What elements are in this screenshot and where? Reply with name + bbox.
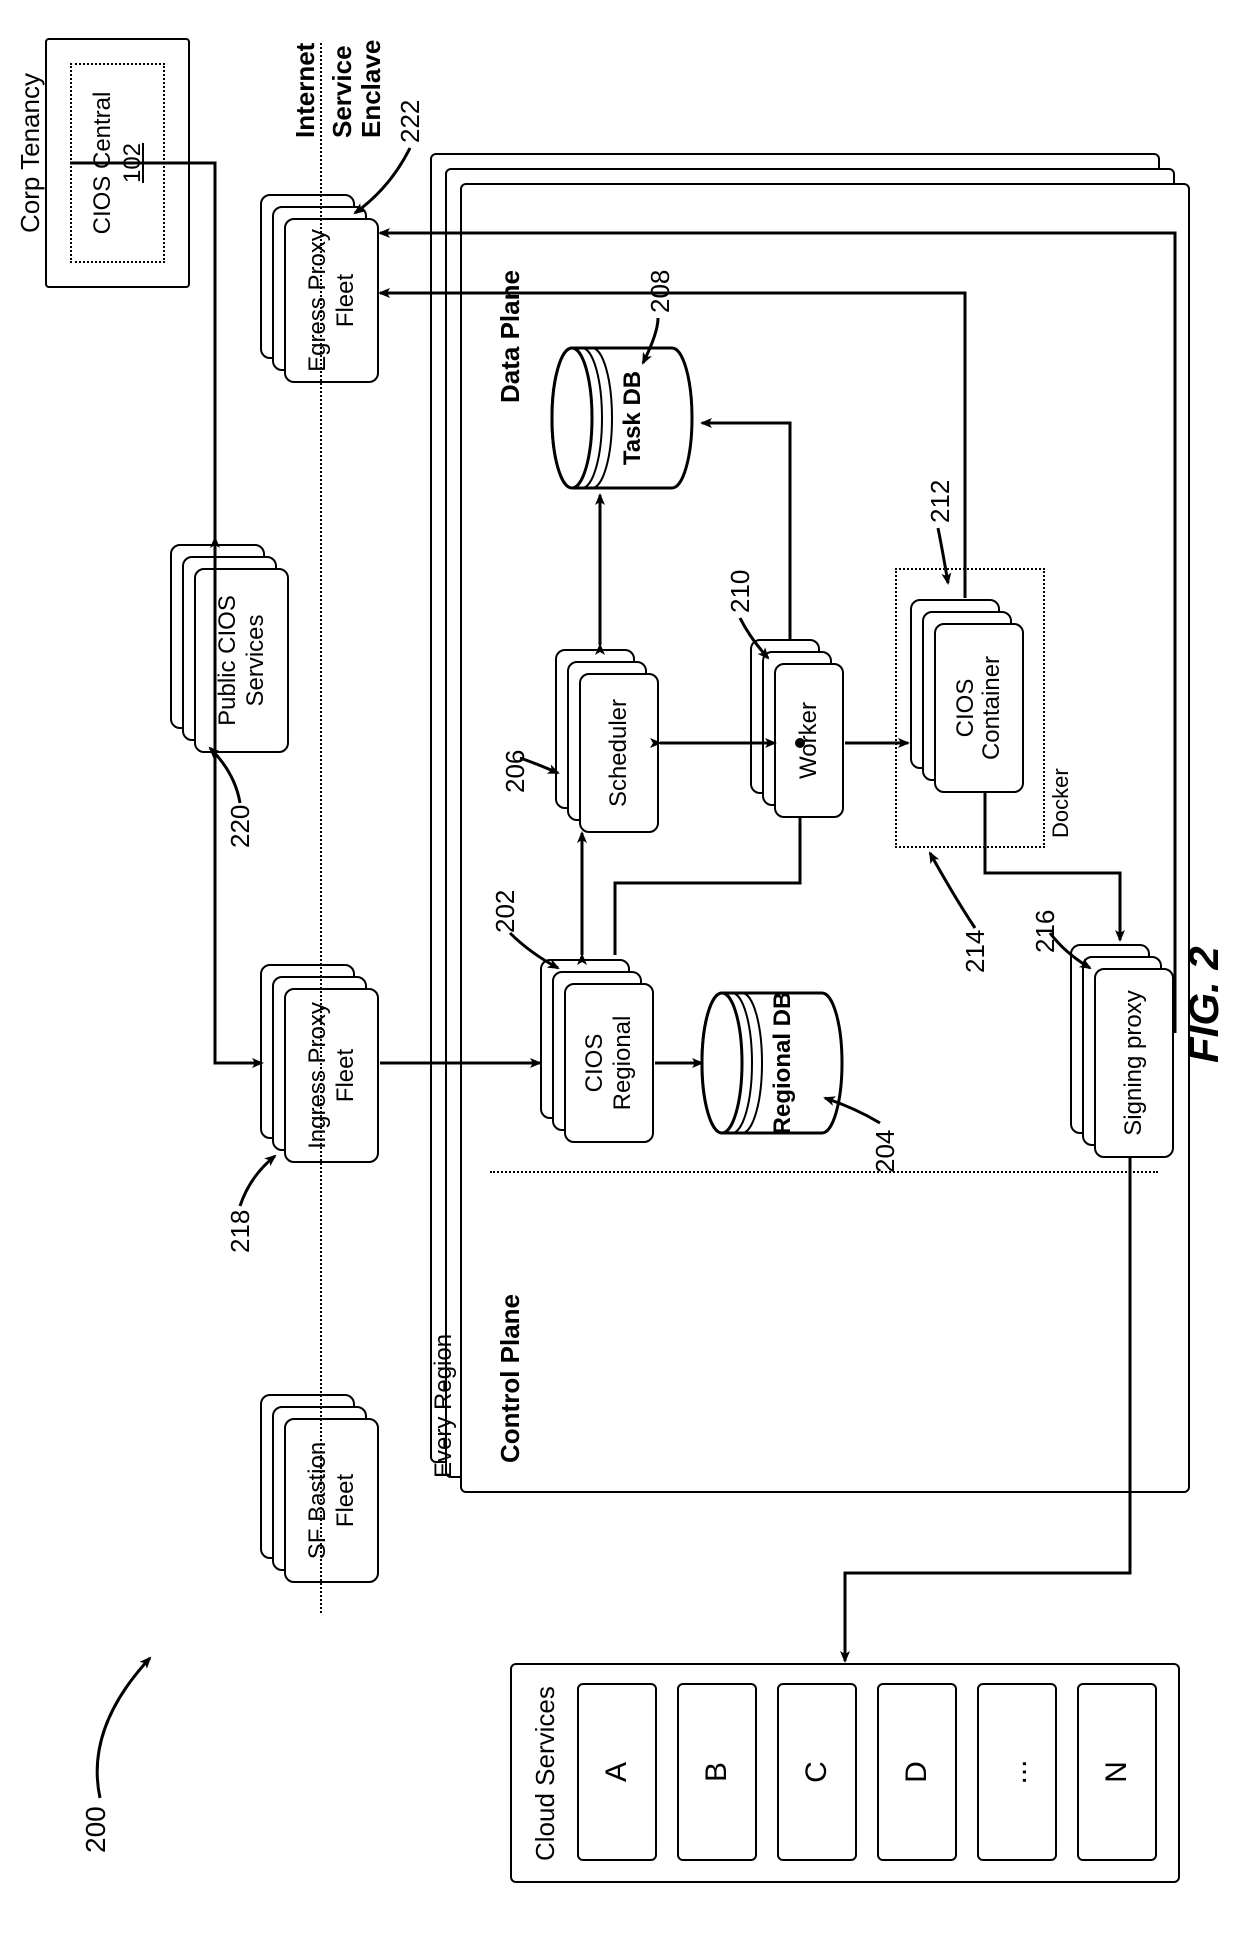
ref-204: 204 [870,1130,901,1173]
cios-central-box: CIOS Central 102 [70,63,165,263]
cloud-services-panel: Cloud Services A B C D ... N [510,1663,1180,1883]
scheduler-stack: Scheduler [555,643,665,833]
cloud-services-title: Cloud Services [530,1686,561,1861]
every-region-label: Every Region [430,1334,458,1478]
service-enclave-label: Service Enclave [328,28,385,138]
data-plane-label: Data Plane [495,270,526,403]
cios-container-stack: CIOS Container [910,593,1030,793]
svc-n: N [1077,1683,1157,1861]
ref-212: 212 [925,480,956,523]
figure-label: FIG. 2 [1180,946,1228,1063]
plane-vline [490,1171,1158,1173]
ref-218: 218 [225,1210,256,1253]
ref-208: 208 [645,270,676,313]
ref-214: 214 [960,930,991,973]
corp-tenancy-label: Corp Tenancy [15,73,46,233]
svc-b: B [677,1683,757,1861]
regional-db: Regional DB [700,988,850,1138]
cios-regional-stack: CIOS Regional [540,953,660,1143]
ref-206: 206 [500,750,531,793]
ref-220: 220 [225,805,256,848]
ref-216: 216 [1030,910,1061,953]
divider-internet [320,43,322,1613]
svc-a: A [577,1683,657,1861]
public-cios-stack: Public CIOS Services [170,543,290,753]
worker-stack: Worker [750,628,850,818]
ref-202: 202 [490,890,521,933]
internet-label: Internet [290,43,321,138]
control-plane-label: Control Plane [495,1294,526,1463]
svc-d: D [877,1683,957,1861]
ref-210: 210 [725,570,756,613]
docker-label: Docker [1048,768,1074,838]
svc-ellipsis: ... [977,1683,1057,1861]
ref-222: 222 [395,100,426,143]
signing-proxy-stack: Signing proxy [1070,938,1180,1158]
svc-c: C [777,1683,857,1861]
task-db: Task DB [550,343,700,493]
ref-200: 200 [80,1806,112,1853]
